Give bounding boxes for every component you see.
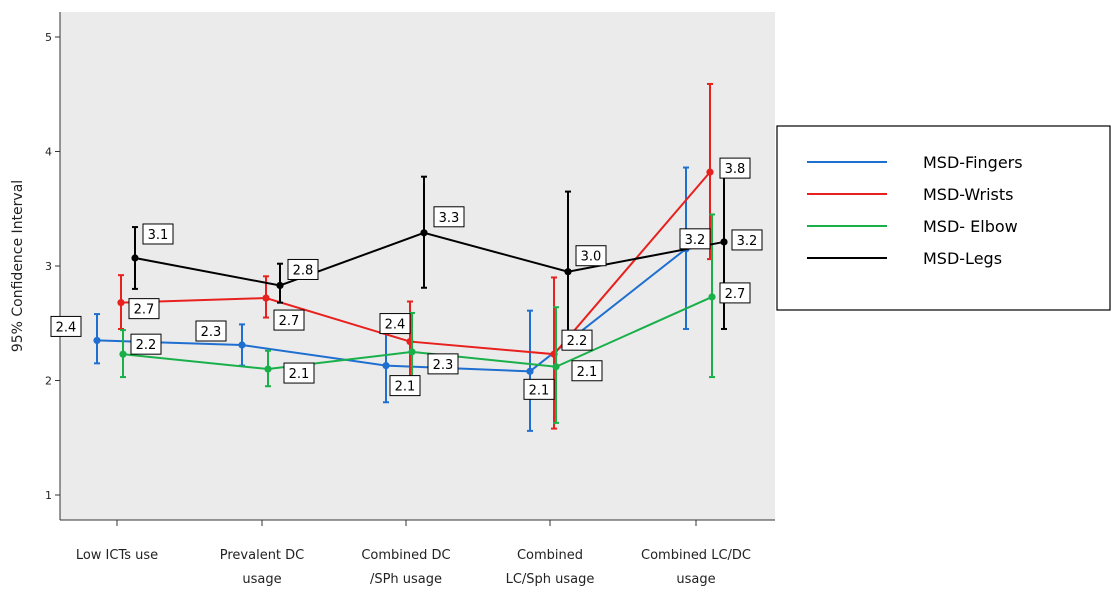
data-point — [276, 281, 284, 290]
data-label: 2.1 — [523, 378, 555, 400]
legend-label: MSD-Legs — [923, 249, 1002, 268]
data-label-text: 3.2 — [685, 233, 706, 248]
x-tick-label: Combined DC/SPh usage — [361, 548, 450, 587]
data-label: 2.3 — [427, 353, 459, 375]
data-label-box — [433, 206, 465, 228]
y-tick-label: 3 — [45, 260, 52, 273]
data-label: 2.7 — [128, 298, 160, 320]
data-label-box — [273, 309, 305, 331]
data-label-text: 3.3 — [439, 211, 460, 226]
data-label-text: 2.1 — [577, 365, 598, 380]
data-point — [708, 293, 716, 301]
data-label-box — [379, 313, 411, 335]
data-label: 2.2 — [561, 329, 593, 351]
data-point — [720, 238, 728, 246]
data-label-box — [427, 353, 459, 375]
y-ticks: 1 2 3 4 5 — [45, 31, 60, 502]
y-tick-label: 1 — [45, 489, 52, 502]
data-label-text: 2.7 — [725, 287, 746, 302]
data-label-box — [50, 315, 82, 337]
data-label-text: 3.8 — [725, 162, 746, 177]
data-label: 3.2 — [679, 228, 711, 250]
data-point — [119, 350, 127, 358]
data-label-box — [130, 333, 162, 355]
legend-label: MSD-Fingers — [923, 153, 1023, 172]
data-label: 2.3 — [195, 320, 227, 342]
data-label: 2.1 — [283, 362, 315, 384]
data-point — [264, 365, 272, 373]
legend-label: MSD- Elbow — [923, 217, 1018, 236]
x-ticks: Low ICTs use Prevalent DC usage Combined DC… — [76, 520, 751, 587]
x-tick-label: Low ICTs use — [76, 548, 158, 563]
data-label-box — [719, 157, 751, 179]
data-point — [238, 341, 246, 349]
data-labels: 2.4 2.3 2.1 2.1 3.2 2.7 2.7 2.4 2.2 3.8 2.2 2.1 2.3 2… — [50, 157, 763, 400]
data-label: 3.0 — [575, 245, 607, 267]
data-label-box — [283, 362, 315, 384]
legend-label: MSD-Wrists — [923, 185, 1013, 204]
data-point — [420, 229, 428, 237]
plot-area — [60, 12, 775, 520]
data-label: 2.1 — [389, 375, 421, 397]
data-label-text: 2.1 — [289, 367, 310, 382]
data-label: 3.8 — [719, 157, 751, 179]
x-tick-label: Prevalent DC usage — [220, 548, 305, 587]
x-tick-label: Combined LC/Sph usage — [506, 548, 595, 587]
x-tick-label: Combined LC/DC usage — [641, 548, 751, 587]
data-label-text: 3.2 — [737, 234, 758, 249]
data-label-box — [719, 282, 751, 304]
data-label-text: 2.7 — [134, 303, 155, 318]
data-label-box — [287, 258, 319, 280]
data-label: 2.8 — [287, 258, 319, 280]
y-tick-label: 2 — [45, 375, 52, 388]
data-label-box — [142, 223, 174, 245]
data-label-text: 2.8 — [293, 263, 314, 278]
data-label: 2.2 — [130, 333, 162, 355]
y-tick-label: 4 — [45, 146, 52, 159]
data-label-box — [571, 360, 603, 382]
y-tick-label: 5 — [45, 31, 52, 44]
data-label-box — [575, 245, 607, 267]
data-label-box — [128, 298, 160, 320]
data-point — [526, 367, 534, 375]
data-label-text: 3.0 — [581, 250, 602, 265]
data-label-box — [523, 378, 555, 400]
data-point — [552, 363, 560, 371]
data-label-box — [561, 329, 593, 351]
data-point — [131, 254, 139, 262]
data-label-box — [389, 375, 421, 397]
data-label-box — [195, 320, 227, 342]
data-label: 2.7 — [273, 309, 305, 331]
data-label-text: 2.4 — [385, 318, 406, 333]
data-label-text: 2.2 — [567, 334, 588, 349]
legend-box — [776, 125, 1111, 311]
data-point — [706, 168, 714, 176]
data-label-text: 3.1 — [148, 228, 169, 243]
data-label-text: 2.2 — [136, 338, 157, 353]
legend: MSD-Fingers MSD-Wrists MSD- Elbow MSD-Legs — [776, 125, 1111, 311]
data-point — [93, 336, 101, 345]
data-label-box — [679, 228, 711, 250]
data-label: 3.1 — [142, 223, 174, 245]
data-label-text: 2.3 — [433, 358, 454, 373]
data-point — [564, 268, 572, 276]
data-label-text: 2.1 — [395, 380, 416, 395]
data-point — [117, 299, 125, 307]
data-label: 2.1 — [571, 360, 603, 382]
y-axis-title: 95% Confidence Interval — [10, 180, 26, 352]
data-label-text: 2.4 — [56, 320, 77, 335]
data-label-text: 2.7 — [279, 314, 300, 329]
data-label: 3.2 — [731, 229, 763, 251]
data-label-text: 2.1 — [529, 383, 550, 398]
data-point — [408, 348, 416, 356]
data-label-box — [731, 229, 763, 251]
data-point — [382, 362, 390, 370]
data-label-text: 2.3 — [201, 325, 222, 340]
data-label: 3.3 — [433, 206, 465, 228]
data-label: 2.7 — [719, 282, 751, 304]
data-label: 2.4 — [379, 313, 411, 335]
data-point — [262, 294, 270, 302]
data-label: 2.4 — [50, 315, 82, 337]
